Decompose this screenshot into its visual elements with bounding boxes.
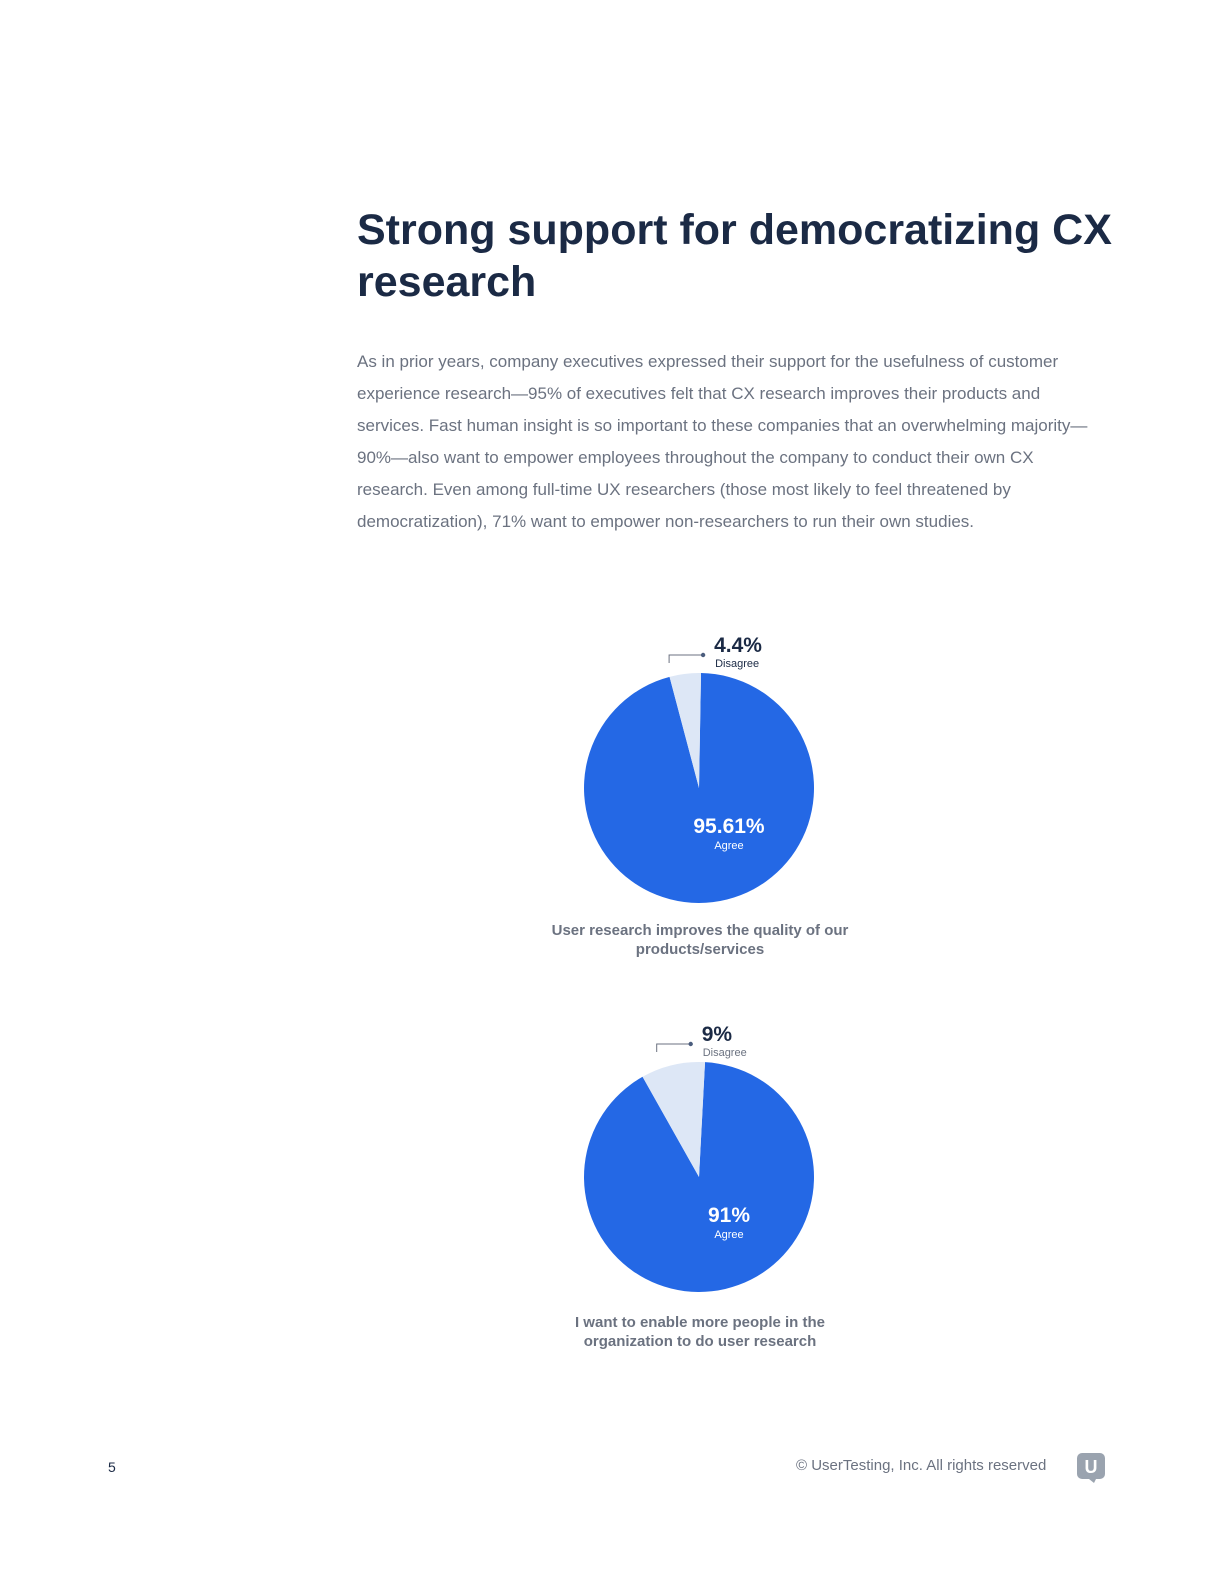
pie-slice-agree bbox=[584, 673, 815, 904]
pie-chart-enable: 9% Disagree 91% Agree I want to enable m… bbox=[540, 1017, 860, 1377]
pie-chart-enable-svg: 9% Disagree 91% Agree bbox=[583, 1023, 814, 1293]
chart-caption: User research improves the quality of ou… bbox=[551, 922, 849, 958]
disagree-percent-label: 4.4% bbox=[714, 634, 762, 657]
copyright-notice: © UserTesting, Inc. All rights reserved bbox=[796, 1457, 1047, 1474]
agree-percent-label: 95.61% bbox=[693, 815, 765, 838]
page-number: 5 bbox=[108, 1459, 116, 1475]
pie-slice-disagree bbox=[642, 1062, 706, 1177]
disagree-leader-dot bbox=[700, 652, 706, 658]
chart-caption: I want to enable more people in the orga… bbox=[574, 1314, 826, 1350]
disagree-category-label: Disagree bbox=[715, 658, 759, 670]
disagree-leader-line bbox=[668, 654, 704, 663]
pie-chart-quality-svg: 4.4% Disagree 95.61% Agree bbox=[584, 634, 815, 904]
disagree-leader-line bbox=[656, 1043, 691, 1052]
pie-slice-agree bbox=[583, 1062, 814, 1293]
agree-percent-label: 91% bbox=[708, 1204, 750, 1227]
pie-chart-quality: 4.4% Disagree 95.61% Agree User research… bbox=[540, 628, 860, 988]
logo-letter: U bbox=[1085, 1457, 1098, 1477]
page-title: Strong support for democratizing CX rese… bbox=[357, 206, 1112, 306]
disagree-category-label: Disagree bbox=[703, 1047, 747, 1059]
usertesting-logo: U bbox=[1077, 1453, 1105, 1483]
intro-paragraph: As in prior years, company executives ex… bbox=[357, 352, 1088, 531]
agree-category-label: Agree bbox=[714, 1229, 743, 1241]
agree-category-label: Agree bbox=[714, 840, 743, 852]
disagree-percent-label: 9% bbox=[702, 1023, 733, 1046]
pie-slice-disagree bbox=[669, 673, 702, 788]
disagree-leader-dot bbox=[688, 1041, 693, 1047]
